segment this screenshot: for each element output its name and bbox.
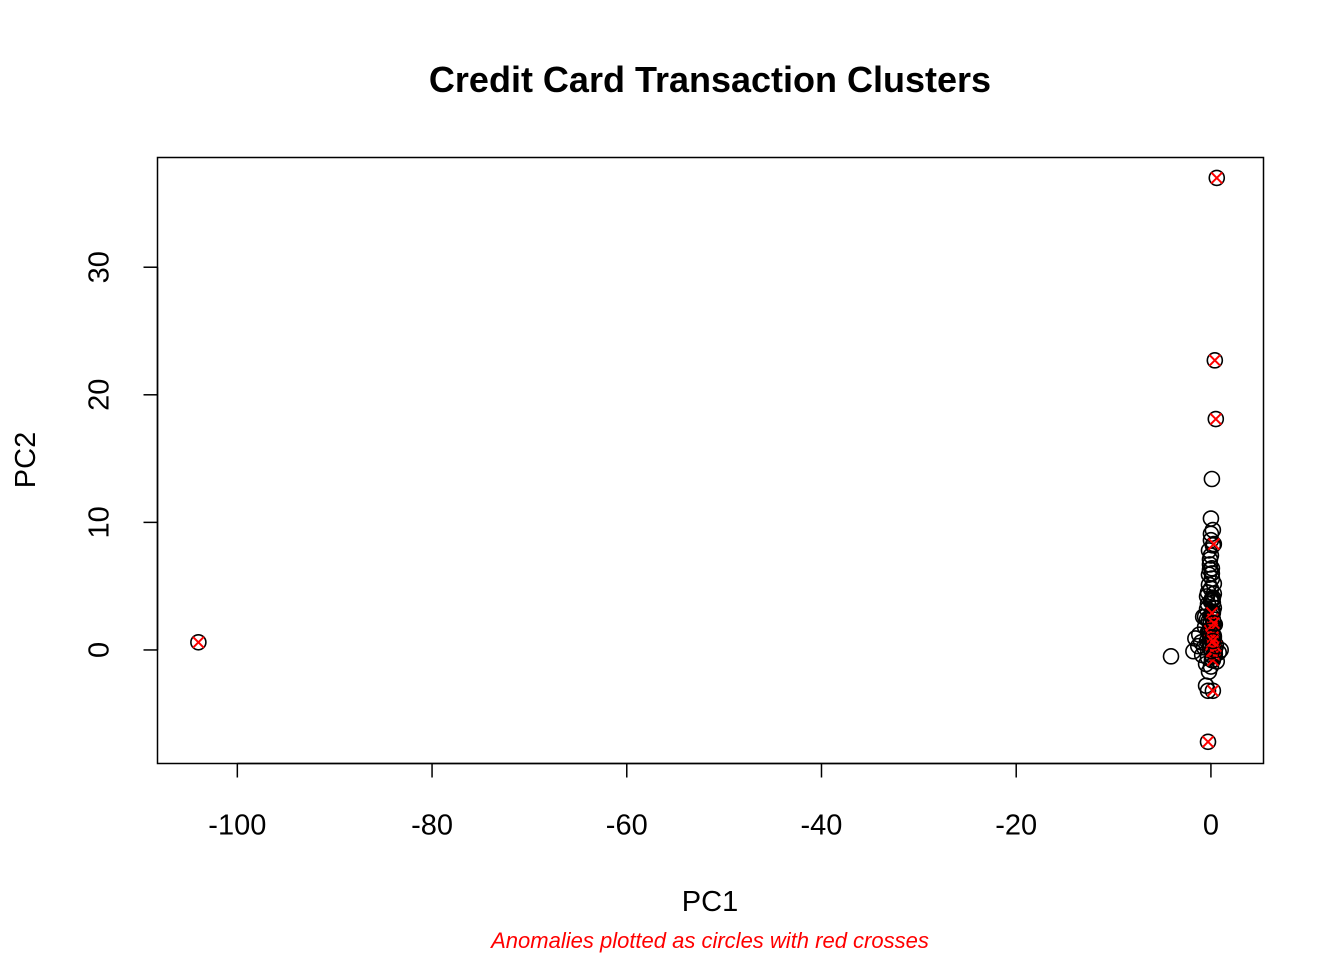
anomaly-point: [1204, 682, 1222, 700]
data-points: [190, 169, 1229, 751]
data-point: [1198, 588, 1216, 605]
data-point: [1202, 510, 1220, 527]
x-tick-label: -60: [606, 810, 648, 842]
x-axis-label: PC1: [682, 886, 738, 918]
data-point: [1162, 648, 1180, 665]
data-point: [1203, 470, 1221, 488]
x-tick-label: -40: [801, 810, 843, 842]
anomaly-point: [1208, 169, 1226, 187]
x-tick-label: -80: [411, 810, 453, 842]
y-tick-label: 0: [84, 642, 116, 658]
y-tick-label: 10: [84, 506, 116, 538]
anomaly-point: [1205, 614, 1223, 632]
chart-caption: Anomalies plotted as circles with red cr…: [489, 928, 929, 953]
anomaly-point: [190, 633, 207, 651]
anomaly-point: [1204, 632, 1222, 650]
x-tick-label: -20: [995, 810, 1037, 842]
x-tick-label: 0: [1203, 810, 1219, 842]
plot-frame: [156, 156, 1265, 765]
anomaly-point: [1204, 628, 1222, 646]
anomaly-point: [1199, 733, 1217, 751]
data-point: [1201, 561, 1219, 578]
data-point: [1202, 593, 1220, 610]
y-axis: 0 10 20 30: [84, 251, 159, 658]
anomaly-point: [1207, 410, 1225, 428]
anomaly-point: [1205, 535, 1223, 553]
y-axis-label: PC2: [10, 432, 42, 488]
data-point: [1204, 537, 1222, 554]
y-tick-label: 30: [84, 251, 116, 283]
x-tick-label: -100: [208, 810, 266, 842]
chart-title: Credit Card Transaction Clusters: [429, 59, 991, 100]
x-axis: -100 -80 -60 -40 -20 0: [208, 762, 1219, 842]
data-point: [1204, 594, 1222, 612]
data-point: [1199, 682, 1217, 700]
anomaly-point: [1206, 352, 1224, 369]
y-tick-label: 20: [84, 379, 116, 411]
